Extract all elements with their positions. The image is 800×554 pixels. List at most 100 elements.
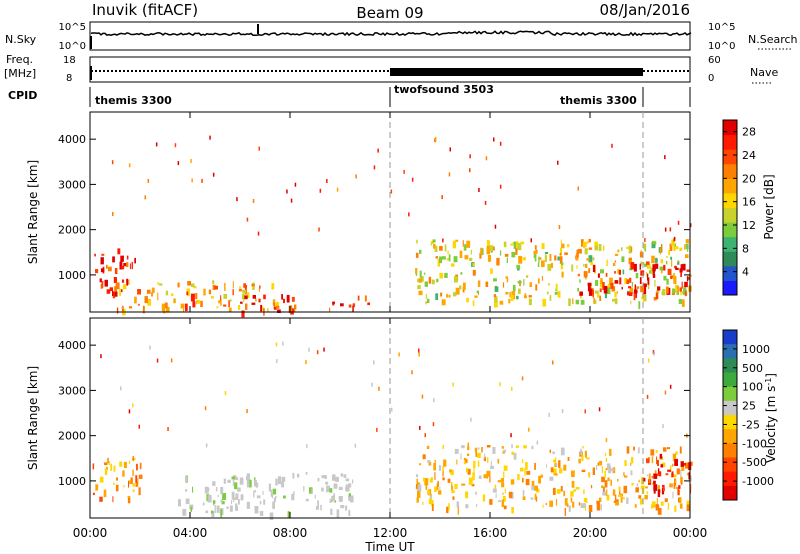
- echo-cell: [658, 485, 660, 492]
- echo-cell: [314, 494, 316, 499]
- echo-cell: [517, 474, 520, 481]
- colorbar-segment: [723, 330, 737, 345]
- echo-cell: [415, 252, 419, 258]
- echo-cell: [683, 463, 686, 466]
- echo-cell: [673, 482, 676, 489]
- echo-cell: [559, 468, 563, 474]
- echo-cell: [442, 471, 444, 477]
- echo-cell: [681, 281, 683, 289]
- echo-cell: [126, 278, 128, 286]
- echo-cell: [510, 294, 514, 301]
- echo-cell: [633, 289, 638, 294]
- echo-cell: [220, 499, 223, 503]
- echo-cell: [139, 462, 142, 470]
- echo-cell: [446, 294, 448, 298]
- echo-cell: [464, 459, 468, 464]
- x-tick-label: 08:00: [273, 526, 308, 540]
- echo-cell: [204, 486, 209, 494]
- echo-cell: [503, 241, 507, 248]
- echo-cell: [308, 347, 310, 352]
- echo-cell: [303, 485, 305, 492]
- echo-cell: [612, 489, 616, 496]
- echo-cell: [119, 288, 122, 296]
- echo-cell: [431, 500, 434, 507]
- echo-cell: [434, 486, 437, 492]
- echo-cell: [510, 433, 512, 438]
- echo-cell: [525, 478, 530, 486]
- echo-cell: [462, 240, 464, 247]
- echo-cell: [475, 491, 477, 495]
- echo-cell: [581, 239, 584, 247]
- echo-cell: [554, 292, 558, 295]
- echo-cell: [560, 485, 563, 492]
- echo-cell: [446, 258, 450, 261]
- echo-cell: [512, 284, 516, 292]
- x-tick-label: 20:00: [573, 526, 608, 540]
- echo-cell: [639, 263, 641, 270]
- echo-cell: [508, 491, 513, 498]
- echo-cell: [630, 462, 632, 466]
- echo-cell: [501, 446, 504, 449]
- echo-cell: [485, 281, 489, 287]
- echo-cell: [688, 277, 691, 280]
- echo-cell: [503, 505, 507, 510]
- echo-cell: [530, 238, 532, 243]
- x-tick-label: 00:00: [673, 526, 708, 540]
- echo-cell: [549, 449, 551, 453]
- echo-cell: [196, 300, 201, 304]
- echo-cell: [609, 448, 612, 456]
- echo-cell: [494, 296, 498, 303]
- echo-cell: [686, 503, 690, 512]
- echo-cell: [478, 475, 482, 479]
- echo-cell: [630, 262, 635, 270]
- y-tick-label: 3000: [58, 384, 86, 397]
- echo-cell: [552, 360, 554, 365]
- echo-cell: [455, 287, 460, 295]
- echo-cell: [321, 475, 325, 479]
- colorbar-segment: [723, 471, 737, 487]
- colorbar-segment: [723, 149, 737, 165]
- echo-cell: [216, 306, 219, 309]
- echo-cell: [684, 281, 688, 288]
- echo-cell: [316, 350, 319, 355]
- echo-cell: [614, 253, 619, 256]
- echo-cell: [270, 489, 273, 497]
- echo-cell: [305, 471, 308, 475]
- echo-cell: [640, 250, 642, 253]
- echo-cell: [541, 276, 543, 281]
- echo-cell: [666, 278, 669, 285]
- echo-cell: [113, 482, 115, 485]
- echo-cell: [548, 283, 550, 286]
- echo-cell: [352, 305, 354, 312]
- echo-cell: [689, 475, 692, 482]
- echo-cell: [252, 295, 256, 299]
- echo-cell: [104, 279, 108, 287]
- echo-cell: [428, 276, 432, 284]
- echo-cell: [232, 281, 234, 289]
- echo-cell: [680, 289, 682, 296]
- echo-cell: [442, 238, 444, 243]
- colorbar-segment: [723, 265, 737, 281]
- echo-cell: [685, 243, 689, 250]
- echo-cell: [419, 270, 422, 278]
- echo-cell: [558, 460, 561, 468]
- echo-cell: [646, 474, 648, 477]
- echo-cell: [687, 472, 690, 476]
- echo-cell: [523, 279, 525, 286]
- echo-cell: [251, 302, 256, 305]
- echo-cell: [239, 477, 244, 485]
- echo-cell: [469, 257, 473, 261]
- echo-cell: [610, 282, 614, 289]
- echo-cell: [484, 453, 486, 459]
- echo-cell: [644, 494, 648, 500]
- echo-cell: [243, 295, 245, 303]
- echo-cell: [232, 289, 234, 296]
- echo-cell: [332, 474, 336, 481]
- echo-cell: [680, 272, 682, 277]
- echo-cell: [679, 503, 683, 509]
- echo-cell: [640, 285, 645, 293]
- echo-cell: [345, 505, 348, 511]
- echo-cell: [657, 459, 659, 466]
- echo-cell: [593, 299, 597, 304]
- echo-cell: [476, 290, 479, 294]
